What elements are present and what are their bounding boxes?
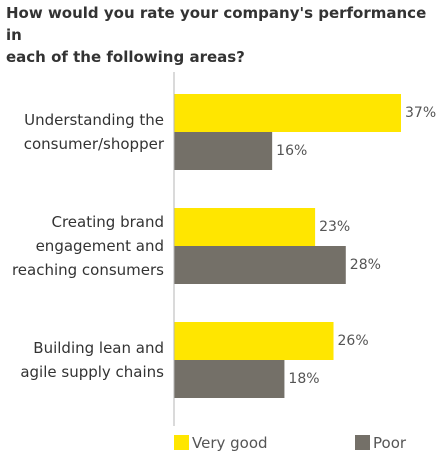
category-label-line: Creating brand bbox=[52, 213, 165, 231]
legend-swatch-very-good bbox=[174, 435, 189, 450]
category-label-line: Building lean and bbox=[33, 339, 164, 357]
category-label-2: Creating brand engagement and reaching con… bbox=[12, 213, 164, 279]
bar-very-good-3 bbox=[174, 322, 334, 360]
data-label-very-good-3: 26% bbox=[338, 333, 369, 349]
labels-layer: 37% 16% Understanding the consumer/shopper 2… bbox=[12, 105, 436, 387]
data-label-poor-2: 28% bbox=[350, 257, 381, 273]
category-label-1: Understanding the consumer/shopper bbox=[24, 111, 165, 153]
legend-label-poor: Poor bbox=[373, 434, 407, 452]
data-label-poor-3: 18% bbox=[288, 371, 319, 387]
legend-label-very-good: Very good bbox=[192, 434, 268, 452]
category-label-3: Building lean and agile supply chains bbox=[20, 339, 164, 381]
category-label-line: reaching consumers bbox=[12, 261, 164, 279]
bars-layer bbox=[174, 94, 401, 398]
category-label-line: agile supply chains bbox=[20, 363, 164, 381]
chart-title: How would you rate your company's perfor… bbox=[6, 4, 427, 66]
bar-poor-1 bbox=[174, 132, 273, 170]
category-label-line: Understanding the bbox=[24, 111, 164, 129]
bar-very-good-2 bbox=[174, 208, 316, 246]
data-label-poor-1: 16% bbox=[276, 143, 307, 159]
data-label-very-good-2: 23% bbox=[319, 219, 350, 235]
category-label-line: engagement and bbox=[36, 237, 164, 255]
data-label-very-good-1: 37% bbox=[405, 105, 436, 121]
legend: Very good Poor bbox=[174, 434, 407, 452]
bar-very-good-1 bbox=[174, 94, 401, 132]
legend-swatch-poor bbox=[355, 435, 370, 450]
bar-poor-2 bbox=[174, 246, 346, 284]
category-label-line: consumer/shopper bbox=[24, 135, 165, 153]
bar-poor-3 bbox=[174, 360, 285, 398]
